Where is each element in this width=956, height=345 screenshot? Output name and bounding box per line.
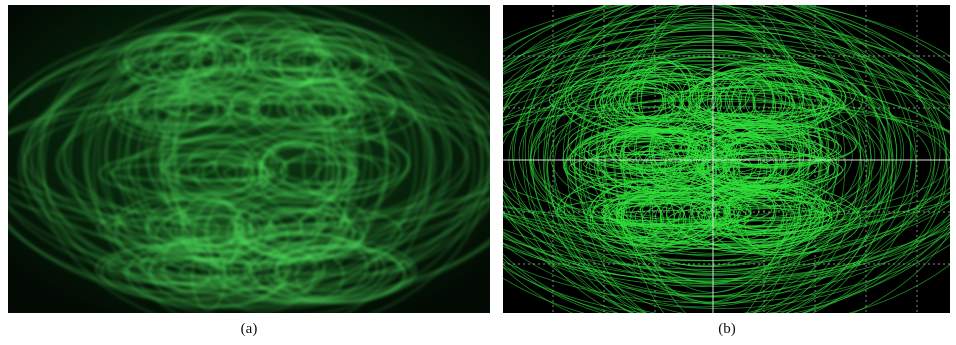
page: (a) (b) (() => { const data = JSON.parse… bbox=[0, 0, 956, 345]
figure: (a) (b) bbox=[0, 0, 956, 345]
panel-a-label: (a) bbox=[241, 321, 258, 337]
panel-b-label: (b) bbox=[718, 321, 736, 337]
